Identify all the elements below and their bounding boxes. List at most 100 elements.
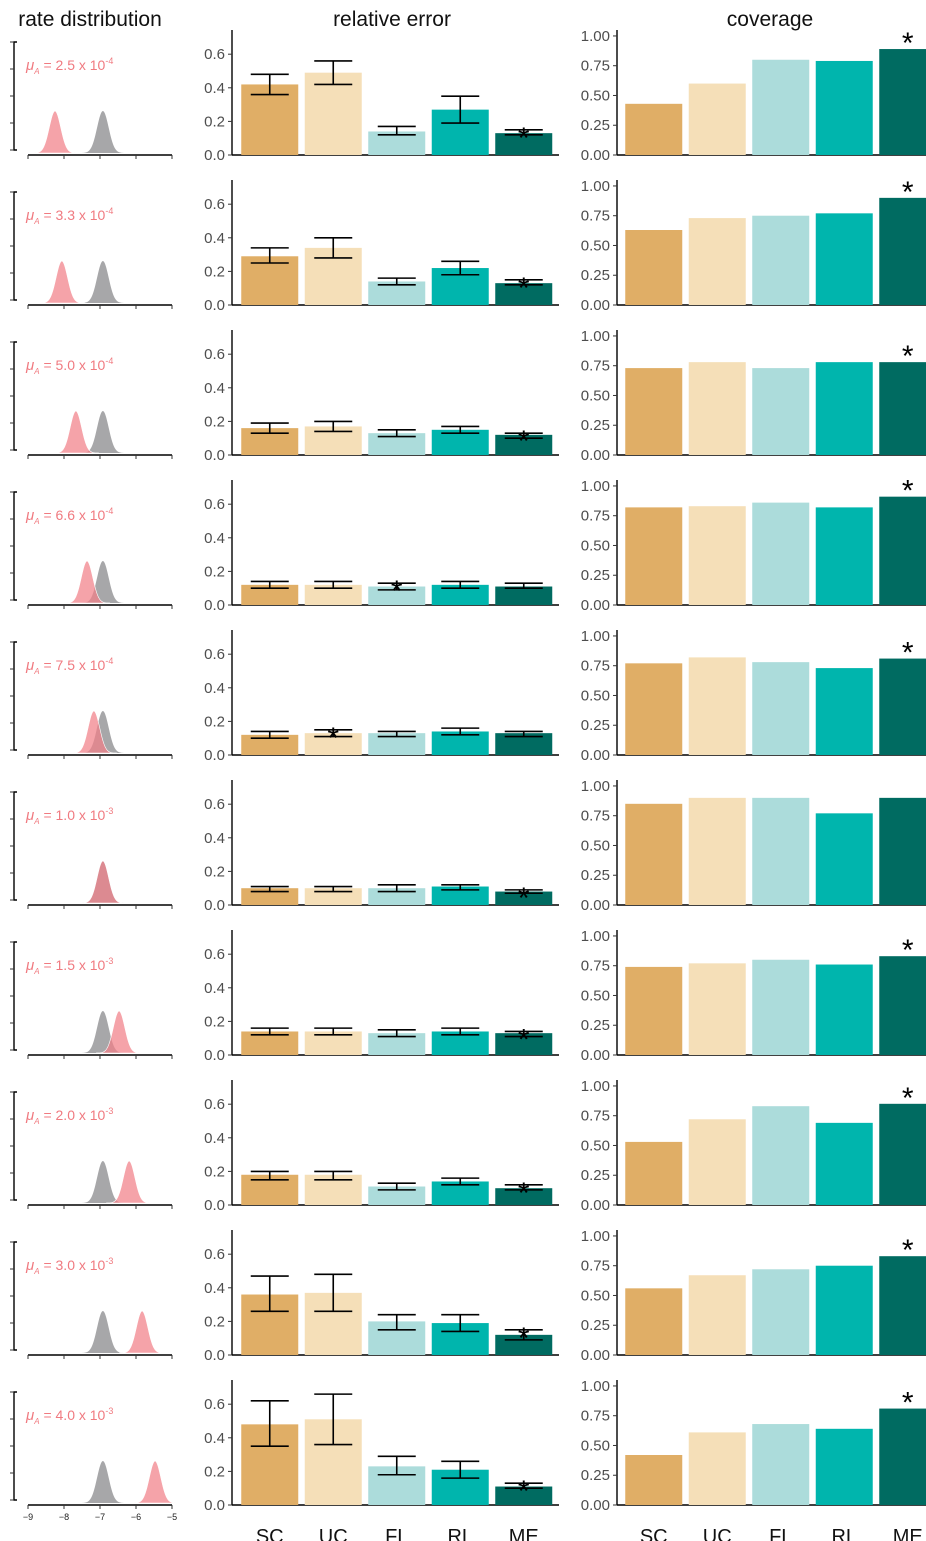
y-tick-label: 0.4 [204, 530, 225, 547]
bar [815, 813, 873, 905]
error-bar [504, 730, 543, 738]
y-tick-label: 0.50 [581, 987, 610, 1004]
error-bar [504, 128, 543, 136]
y-tick-label: 0.75 [581, 508, 610, 525]
bar [752, 368, 810, 455]
error-bar [314, 728, 353, 738]
rate-label: μA = 3.0 x 10-3 [25, 1256, 113, 1276]
bar [752, 215, 810, 305]
bar [815, 668, 873, 755]
mu-symbol: μ [25, 357, 34, 374]
reference-density [79, 711, 126, 753]
error-bar [250, 1027, 289, 1036]
bar [752, 662, 810, 755]
bar [625, 1455, 683, 1505]
y-tick-label: 0.75 [581, 1108, 610, 1125]
bar [304, 733, 362, 755]
x-tick-label: RL [831, 1526, 857, 1541]
bar [368, 586, 426, 605]
mu-subscript: A [33, 817, 39, 826]
mu-exponent: -3 [105, 806, 113, 816]
y-tick-label: 0.25 [581, 867, 610, 884]
y-tick-label: 0.0 [204, 597, 225, 614]
y-axis-bracket [13, 1391, 17, 1501]
y-tick-label: 0.6 [204, 1096, 225, 1113]
y-tick-label: 0.50 [581, 1437, 610, 1454]
bar [495, 434, 553, 455]
bar [241, 734, 299, 755]
significance-star: * [902, 27, 914, 60]
error-bar [377, 428, 416, 438]
bar [625, 230, 683, 305]
estimate-density [106, 1160, 153, 1204]
mu-exponent: -3 [105, 1106, 113, 1116]
mu-symbol: μ [25, 1407, 34, 1424]
y-tick-label: 0.2 [204, 113, 225, 130]
error-bar [314, 1170, 353, 1181]
y-tick-label: 0.2 [204, 1013, 225, 1030]
y-tick-label: 0.2 [204, 713, 225, 730]
estimate-density [119, 1310, 166, 1354]
y-tick-label: 0.0 [204, 147, 225, 164]
mu-value: = 3.0 x 10 [40, 1257, 106, 1273]
error-bar [377, 125, 416, 136]
mu-symbol: μ [25, 207, 34, 224]
estimate-density [96, 1010, 143, 1054]
y-tick-label: 0.50 [581, 1287, 610, 1304]
bar [879, 956, 926, 1055]
x-tick-label: ME [893, 1526, 923, 1541]
error-bar [250, 247, 289, 264]
rate-label: μA = 2.5 x 10-4 [25, 56, 113, 76]
y-tick-label: 0.25 [581, 567, 610, 584]
x-tick-label: −6 [131, 1512, 141, 1522]
y-tick-label: 0.25 [581, 1317, 610, 1334]
bar [625, 368, 683, 455]
bar [241, 888, 299, 905]
y-tick-label: 0.00 [581, 297, 610, 314]
reference-density [79, 1461, 126, 1503]
error-bar [441, 1460, 480, 1479]
y-tick-label: 0.0 [204, 447, 225, 464]
mu-exponent: -3 [105, 956, 113, 966]
error-bar [441, 1027, 480, 1036]
significance-star: * [518, 1177, 530, 1210]
bar [241, 584, 299, 605]
error-bar [377, 582, 416, 591]
bar [879, 1256, 926, 1355]
mu-symbol: μ [25, 57, 34, 74]
bar [495, 1486, 553, 1505]
error-bar [441, 95, 480, 124]
error-bar [377, 1029, 416, 1038]
y-tick-label: 0.75 [581, 358, 610, 375]
estimate-density [52, 410, 99, 454]
bar [241, 256, 299, 305]
mu-value: = 4.0 x 10 [40, 1407, 106, 1423]
mu-subscript: A [33, 367, 39, 376]
significance-star: * [902, 475, 914, 508]
y-tick-label: 0.6 [204, 346, 225, 363]
bar [495, 133, 553, 155]
bar [688, 1432, 746, 1505]
estimate-density [132, 1460, 179, 1504]
error-bar [250, 422, 289, 434]
bar [879, 1103, 926, 1205]
bar [304, 72, 362, 155]
bar [304, 888, 362, 905]
y-tick-label: 0.2 [204, 263, 225, 280]
y-tick-label: 0.6 [204, 196, 225, 213]
mu-value: = 1.0 x 10 [40, 807, 106, 823]
y-tick-label: 0.25 [581, 717, 610, 734]
error-bar [250, 580, 289, 589]
y-tick-label: 0.00 [581, 597, 610, 614]
y-tick-label: 1.00 [581, 1228, 610, 1245]
bar [625, 663, 683, 755]
bar [815, 1265, 873, 1355]
y-tick-label: 0.6 [204, 1246, 225, 1263]
error-bar [441, 1313, 480, 1333]
significance-star: * [518, 122, 530, 155]
y-tick-label: 0.75 [581, 208, 610, 225]
bar [625, 1141, 683, 1205]
y-tick-label: 0.0 [204, 747, 225, 764]
significance-star: * [518, 1322, 530, 1355]
